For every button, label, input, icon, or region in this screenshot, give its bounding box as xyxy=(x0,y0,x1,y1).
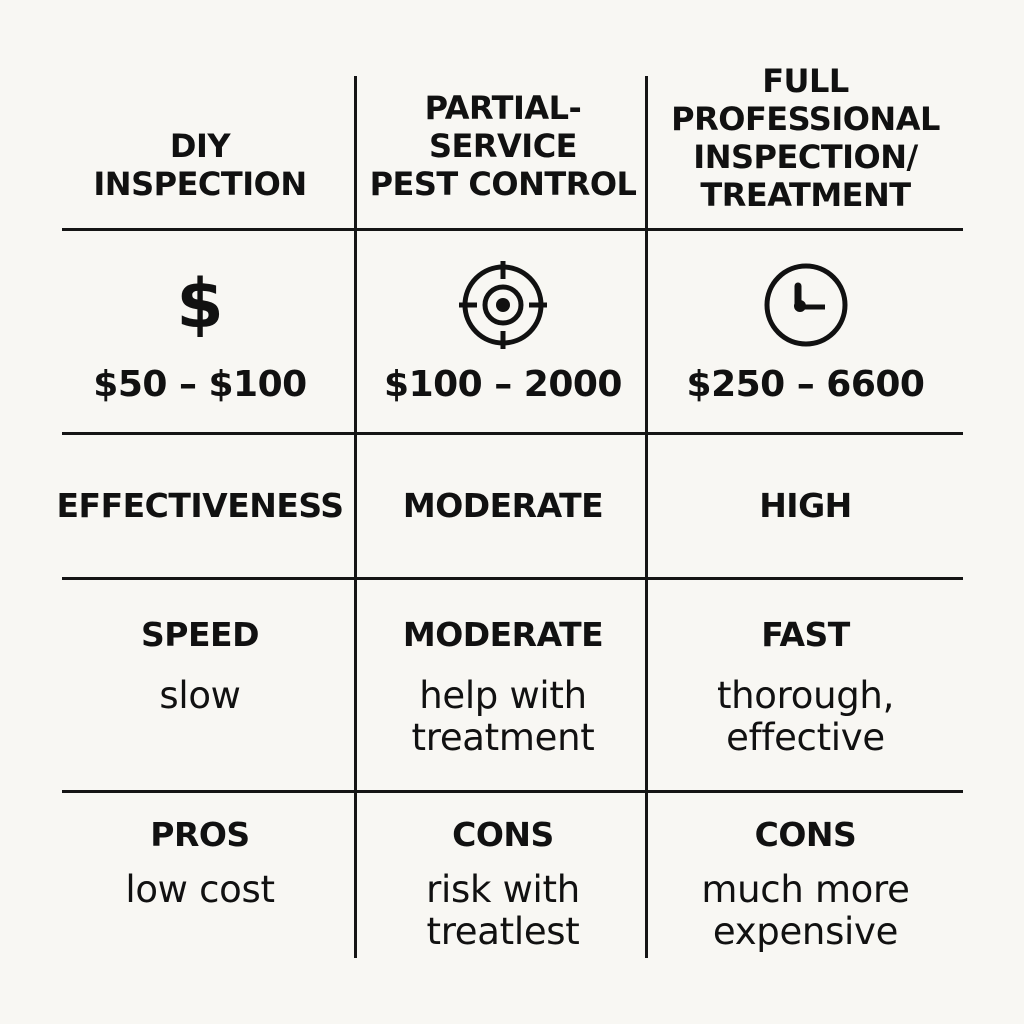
header-full-line-1: FULL xyxy=(762,62,849,100)
header-full-line-2: PROFESSIONAL xyxy=(671,100,940,138)
cons-full-text-1: much more xyxy=(701,868,910,911)
clock-icon xyxy=(761,260,851,350)
cons-cell-full: CONS much more expensive xyxy=(648,815,963,965)
pros-label: PROS xyxy=(150,815,250,854)
speed-partial-label: MODERATE xyxy=(402,615,604,654)
speed-full-label: FAST xyxy=(761,615,850,654)
speed-partial-text-2: treatment xyxy=(411,716,595,759)
cost-cell-full: $250 – 6600 xyxy=(648,240,963,425)
cons-full-text-2: expensive xyxy=(712,910,899,953)
header-diy-line-2: INSPECTION xyxy=(93,165,307,203)
cons-cell-partial: CONS risk with treatlest xyxy=(358,815,648,965)
effectiveness-label: EFFECTIVENESS xyxy=(56,486,344,525)
speed-cell-full: FAST thorough, effective xyxy=(648,615,963,775)
target-icon xyxy=(459,260,547,350)
effectiveness-partial: MODERATE xyxy=(402,486,604,525)
speed-partial-text-1: help with xyxy=(419,674,587,717)
speed-cell-diy: SPEED slow xyxy=(50,615,350,735)
header-partial-line-2: SERVICE xyxy=(428,127,578,165)
pros-diy-text: low cost xyxy=(125,868,275,911)
speed-full-text-2: effective xyxy=(726,716,885,759)
row-divider-1 xyxy=(62,228,963,231)
cons-partial-text-2: treatlest xyxy=(426,910,580,953)
speed-label: SPEED xyxy=(141,615,259,654)
row-divider-2 xyxy=(62,432,963,435)
column-divider-1 xyxy=(354,76,357,958)
effectiveness-full: HIGH xyxy=(759,486,852,525)
price-diy: $50 – $100 xyxy=(93,364,307,405)
speed-diy-text: slow xyxy=(159,674,241,717)
speed-cell-partial: MODERATE help with treatment xyxy=(358,615,648,775)
row-divider-3 xyxy=(62,577,963,580)
cost-cell-partial: $100 – 2000 xyxy=(358,240,648,425)
speed-full-text-1: thorough, xyxy=(716,674,895,717)
cons-partial-label: CONS xyxy=(452,815,554,854)
header-full-line-4: TREATMENT xyxy=(700,176,911,214)
header-diy-inspection: DIY INSPECTION xyxy=(50,110,350,220)
row-divider-4 xyxy=(62,790,963,793)
header-full-professional: FULL PROFESSIONAL INSPECTION/ TREATMENT xyxy=(648,60,963,216)
dollar-icon: $ xyxy=(176,265,224,344)
cost-cell-diy: $ $50 – $100 xyxy=(50,240,350,425)
pros-cell-diy: PROS low cost xyxy=(50,815,350,925)
price-full: $250 – 6600 xyxy=(686,364,925,405)
column-divider-2 xyxy=(645,76,648,958)
header-partial-service: PARTIAL- SERVICE PEST CONTROL xyxy=(358,76,648,216)
header-diy-line-1: DIY xyxy=(169,127,231,165)
header-partial-line-3: PEST CONTROL xyxy=(369,165,637,203)
cons-partial-text-1: risk with xyxy=(426,868,580,911)
cons-full-label: CONS xyxy=(754,815,857,854)
price-partial: $100 – 2000 xyxy=(384,364,622,405)
header-partial-line-1: PARTIAL- xyxy=(424,89,582,127)
header-full-line-3: INSPECTION/ xyxy=(693,138,918,176)
